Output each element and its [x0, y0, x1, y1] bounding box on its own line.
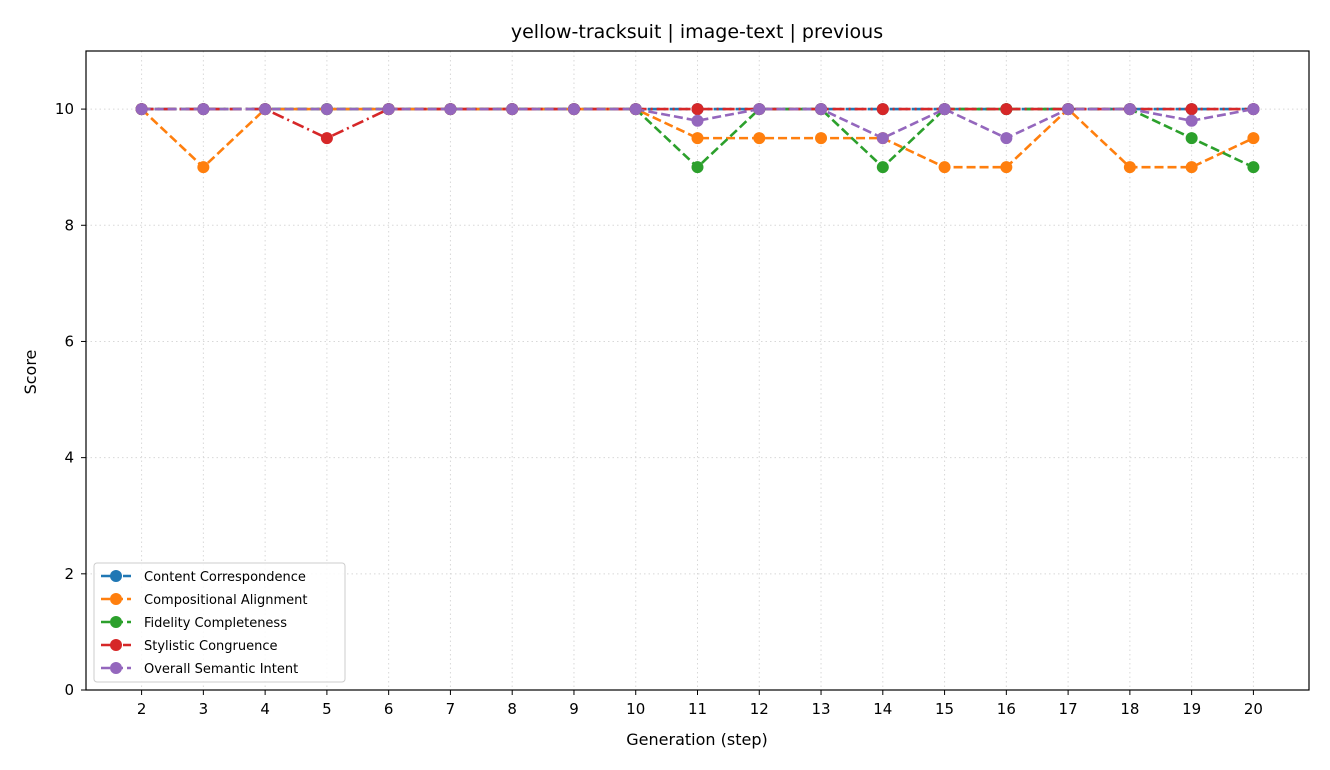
y-tick-label: 8 — [64, 216, 74, 234]
data-point-series-2 — [1123, 161, 1136, 174]
data-point-series-5 — [1185, 114, 1198, 127]
y-tick-label: 4 — [64, 449, 74, 467]
data-point-series-5 — [444, 103, 457, 116]
data-point-series-5 — [1123, 103, 1136, 116]
chart-title: yellow-tracksuit | image-text | previous — [511, 21, 883, 43]
legend-marker — [110, 639, 122, 651]
data-point-series-5 — [135, 103, 148, 116]
data-point-series-4 — [691, 103, 704, 116]
data-point-series-5 — [1247, 103, 1260, 116]
x-axis-ticks: 2 3 4 5 6 7 8 9 10 11 12 13 14 15 16 17 18 19 20 — [137, 690, 1263, 718]
legend-marker — [110, 593, 122, 605]
legend-label: Content Correspondence — [144, 570, 306, 585]
x-tick-label: 9 — [569, 700, 579, 718]
data-point-series-2 — [815, 132, 828, 145]
x-tick-label: 3 — [199, 700, 209, 718]
data-point-series-2 — [197, 161, 210, 174]
data-point-series-5 — [320, 103, 333, 116]
y-tick-label: 0 — [64, 681, 74, 699]
data-point-series-2 — [1247, 132, 1260, 145]
x-tick-label: 13 — [811, 700, 830, 718]
data-point-series-3 — [876, 161, 889, 174]
legend: Content Correspondence Compositional Alig… — [93, 562, 346, 683]
data-point-series-5 — [382, 103, 395, 116]
data-point-series-4 — [1000, 103, 1013, 116]
x-tick-label: 2 — [137, 700, 147, 718]
data-point-series-5 — [1062, 103, 1075, 116]
x-tick-label: 19 — [1182, 700, 1201, 718]
y-tick-label: 2 — [64, 565, 74, 583]
data-point-series-2 — [938, 161, 951, 174]
x-tick-label: 11 — [688, 700, 707, 718]
x-tick-label: 18 — [1120, 700, 1139, 718]
x-tick-label: 5 — [322, 700, 332, 718]
x-tick-label: 14 — [873, 700, 892, 718]
x-axis-label: Generation (step) — [626, 730, 767, 749]
x-tick-label: 15 — [935, 700, 954, 718]
data-point-series-5 — [938, 103, 951, 116]
x-tick-label: 8 — [507, 700, 517, 718]
data-point-series-2 — [691, 132, 704, 145]
x-tick-label: 6 — [384, 700, 394, 718]
data-point-series-2 — [1185, 161, 1198, 174]
x-tick-label: 20 — [1244, 700, 1263, 718]
data-point-series-3 — [1247, 161, 1260, 174]
legend-label: Stylistic Congruence — [144, 639, 278, 654]
y-axis-ticks: 0 2 4 6 8 10 — [55, 100, 86, 699]
data-point-series-4 — [876, 103, 889, 116]
data-point-series-5 — [197, 103, 210, 116]
y-tick-label: 6 — [64, 332, 74, 350]
data-point-series-5 — [753, 103, 766, 116]
legend-box — [93, 562, 346, 683]
data-point-series-5 — [876, 132, 889, 145]
x-tick-label: 12 — [750, 700, 769, 718]
legend-marker — [110, 570, 122, 582]
x-tick-label: 10 — [626, 700, 645, 718]
data-point-series-4 — [1185, 103, 1198, 116]
legend-label: Overall Semantic Intent — [144, 662, 298, 677]
x-tick-label: 7 — [446, 700, 456, 718]
x-tick-label: 17 — [1059, 700, 1078, 718]
legend-label: Compositional Alignment — [144, 593, 308, 608]
legend-label: Fidelity Completeness — [144, 616, 287, 631]
data-point-series-5 — [1000, 132, 1013, 145]
data-point-series-5 — [567, 103, 580, 116]
y-tick-label: 10 — [55, 100, 74, 118]
data-point-series-5 — [506, 103, 519, 116]
x-tick-label: 4 — [260, 700, 270, 718]
data-point-series-3 — [1185, 132, 1198, 145]
data-point-series-3 — [691, 161, 704, 174]
x-tick-label: 16 — [997, 700, 1016, 718]
data-point-series-5 — [259, 103, 272, 116]
y-axis-label: Score — [21, 350, 40, 395]
data-point-series-4 — [320, 132, 333, 145]
data-point-series-2 — [753, 132, 766, 145]
data-point-series-5 — [629, 103, 642, 116]
legend-marker — [110, 662, 122, 674]
data-point-series-5 — [815, 103, 828, 116]
data-point-series-2 — [1000, 161, 1013, 174]
series-markers — [135, 103, 1260, 174]
data-point-series-5 — [691, 114, 704, 127]
legend-marker — [110, 616, 122, 628]
